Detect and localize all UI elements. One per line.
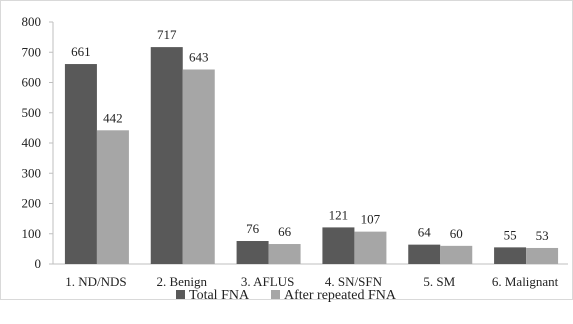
x-tick-label: 3. AFLUS: [241, 274, 294, 289]
data-label: 442: [103, 110, 123, 125]
legend: Total FNA After repeated FNA: [176, 288, 397, 303]
bar-after-repeated-fna: [354, 231, 387, 264]
bar-total-fna: [408, 244, 441, 264]
bar-total-fna: [64, 64, 97, 264]
y-tick-label: 600: [22, 75, 42, 90]
legend-label: After repeated FNA: [284, 288, 397, 303]
data-label: 64: [418, 225, 432, 240]
data-label: 66: [278, 224, 292, 239]
x-tick-label: 1. ND/NDS: [65, 274, 126, 289]
y-tick-label: 800: [22, 14, 42, 29]
y-tick-label: 500: [22, 105, 42, 120]
legend-label: Total FNA: [189, 288, 250, 303]
x-axis: 1. ND/NDS 2. Benign 3. AFLUS 4. SN/SFN 5. SM…: [53, 263, 568, 289]
data-label: 717: [157, 27, 177, 42]
y-axis: 0 100 200 300 400 500 600 700 800: [22, 14, 54, 271]
y-tick-label: 700: [22, 44, 42, 59]
bar-total-fna: [236, 241, 269, 264]
bars: [64, 47, 559, 265]
bar-after-repeated-fna: [268, 244, 301, 264]
x-tick-label: 2. Benign: [156, 274, 207, 289]
data-label: 107: [361, 212, 381, 227]
bar-total-fna: [150, 47, 183, 264]
x-tick-label: 6. Malignant: [492, 274, 559, 289]
bar-after-repeated-fna: [182, 69, 215, 265]
x-tick-label: 5. SM: [423, 274, 455, 289]
bar-total-fna: [322, 227, 355, 264]
bar-total-fna: [494, 247, 527, 264]
data-label: 60: [450, 226, 463, 241]
data-label: 661: [71, 44, 91, 59]
x-tick-label: 4. SN/SFN: [325, 274, 383, 289]
legend-swatch: [176, 290, 185, 299]
y-tick-label: 300: [22, 165, 42, 180]
data-label: 121: [329, 207, 349, 222]
data-labels: 661 442 717 643 76 66 121 107 64 60 55 53: [71, 27, 548, 243]
data-label: 53: [536, 228, 549, 243]
data-label: 76: [246, 221, 260, 236]
y-tick-label: 0: [35, 256, 42, 271]
y-tick-label: 400: [22, 135, 42, 150]
y-tick-label: 100: [22, 226, 42, 241]
bar-after-repeated-fna: [96, 130, 129, 264]
legend-swatch: [271, 290, 280, 299]
bar-after-repeated-fna: [440, 245, 473, 264]
data-label: 643: [189, 49, 209, 64]
bar-after-repeated-fna: [526, 247, 559, 264]
y-tick-label: 200: [22, 196, 42, 211]
data-label: 55: [504, 227, 517, 242]
